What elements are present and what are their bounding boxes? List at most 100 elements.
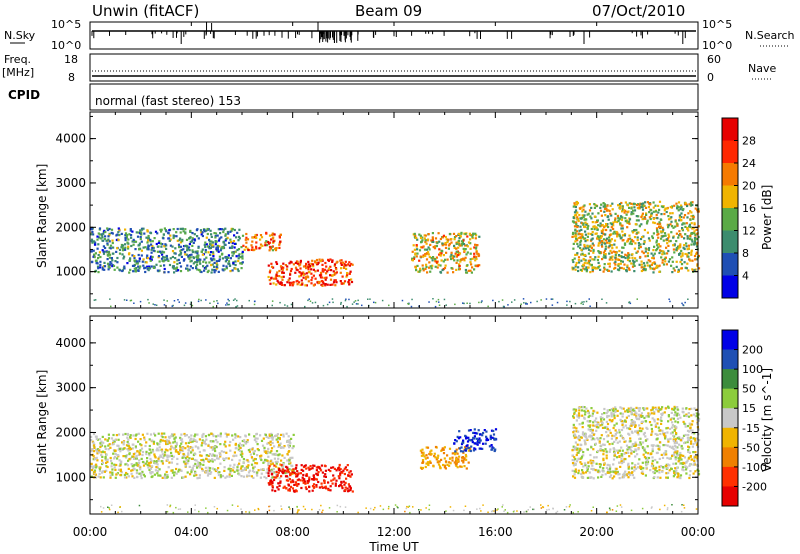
- echo-cell: [299, 479, 302, 482]
- echo-cell: [658, 465, 661, 468]
- echo-cell: [623, 472, 626, 475]
- echo-cell: [595, 426, 598, 429]
- echo-cell: [269, 247, 272, 250]
- echo-cell: [101, 450, 104, 453]
- echo-cell: [164, 259, 167, 262]
- echo-cell: [277, 445, 280, 448]
- echo-cell: [647, 247, 651, 250]
- echo-cell: [695, 228, 698, 231]
- echo-cell: [133, 468, 136, 471]
- echo-cell: [639, 255, 642, 259]
- echo-cell: [204, 251, 207, 254]
- echo-cell: [453, 244, 456, 247]
- echo-cell: [451, 254, 454, 258]
- echo-cell: [296, 475, 299, 478]
- echo-cell: [466, 251, 469, 254]
- echo-cell: [271, 462, 274, 465]
- echo-cell: [91, 241, 94, 244]
- echo-cell: [312, 284, 315, 287]
- echo-cell: [291, 471, 294, 474]
- echo-cell: [288, 444, 291, 447]
- echo-cell: [242, 475, 246, 478]
- echo-cell: [581, 414, 584, 417]
- echo-cell: [651, 445, 654, 448]
- echo-cell: [251, 448, 254, 451]
- echo-cell: [656, 418, 659, 421]
- echo-cell: [251, 236, 254, 239]
- echo-cell: [273, 478, 276, 482]
- echo-cell: [188, 457, 191, 460]
- echo-cell: [609, 229, 612, 232]
- echo-cell: [602, 270, 605, 273]
- echo-cell: [132, 452, 135, 456]
- echo-cell: [270, 449, 273, 453]
- echo-cell: [252, 451, 255, 454]
- echo-cell: [270, 468, 273, 471]
- echo-cell: [138, 247, 141, 250]
- echo-cell: [187, 448, 190, 451]
- echo-cell: [455, 261, 458, 264]
- echo-cell: [608, 262, 611, 265]
- echo-cell: [621, 210, 624, 213]
- echo-cell: [351, 263, 354, 266]
- echo-cell: [176, 259, 179, 262]
- speckle-cell: [551, 298, 554, 300]
- echo-cell: [265, 240, 268, 243]
- echo-cell: [492, 433, 496, 436]
- echo-cell: [628, 218, 632, 221]
- echo-cell: [590, 467, 593, 470]
- echo-cell: [268, 245, 272, 248]
- echo-cell: [684, 233, 687, 236]
- echo-cell: [236, 248, 239, 252]
- echo-cell: [241, 257, 244, 260]
- echo-cell: [578, 434, 581, 438]
- echo-cell: [158, 446, 161, 449]
- echo-cell: [688, 223, 691, 226]
- echo-cell: [135, 472, 138, 475]
- echo-cell: [164, 436, 167, 439]
- echo-cell: [455, 440, 458, 443]
- echo-cell: [605, 224, 609, 227]
- echo-cell: [577, 259, 580, 262]
- echo-cell: [589, 215, 592, 218]
- speckle-cell: [367, 298, 369, 300]
- echo-cell: [597, 438, 600, 441]
- echo-cell: [287, 435, 290, 438]
- echo-cell: [330, 269, 333, 272]
- echo-cell: [106, 228, 110, 232]
- echo-cell: [194, 433, 197, 436]
- echo-cell: [193, 474, 196, 477]
- echo-cell: [608, 409, 611, 412]
- echo-cell: [213, 265, 216, 268]
- echo-cell: [478, 264, 481, 267]
- echo-cell: [466, 264, 469, 267]
- echo-cell: [616, 214, 619, 217]
- echo-cell: [293, 490, 296, 493]
- echo-cell: [214, 235, 217, 238]
- echo-cell: [324, 485, 327, 488]
- echo-cell: [590, 246, 593, 249]
- echo-cell: [276, 271, 279, 274]
- echo-cell: [675, 240, 678, 243]
- echo-cell: [316, 473, 319, 476]
- speckle-cell: [213, 300, 215, 303]
- speckle-cell: [435, 300, 438, 303]
- echo-cell: [427, 238, 430, 241]
- echo-cell: [472, 436, 475, 439]
- echo-cell: [173, 433, 176, 436]
- echo-cell: [621, 412, 624, 415]
- echo-cell: [260, 236, 264, 239]
- echo-cell: [104, 457, 107, 460]
- echo-cell: [220, 236, 223, 239]
- echo-cell: [628, 410, 631, 413]
- echo-cell: [664, 207, 667, 210]
- echo-cell: [678, 230, 681, 233]
- echo-cell: [599, 241, 602, 244]
- echo-cell: [125, 456, 128, 459]
- speckle-cell: [408, 303, 410, 305]
- speckle-cell: [191, 304, 194, 307]
- echo-cell: [211, 433, 215, 436]
- echo-cell: [127, 242, 130, 245]
- echo-cell: [246, 474, 249, 477]
- echo-cell: [127, 449, 130, 452]
